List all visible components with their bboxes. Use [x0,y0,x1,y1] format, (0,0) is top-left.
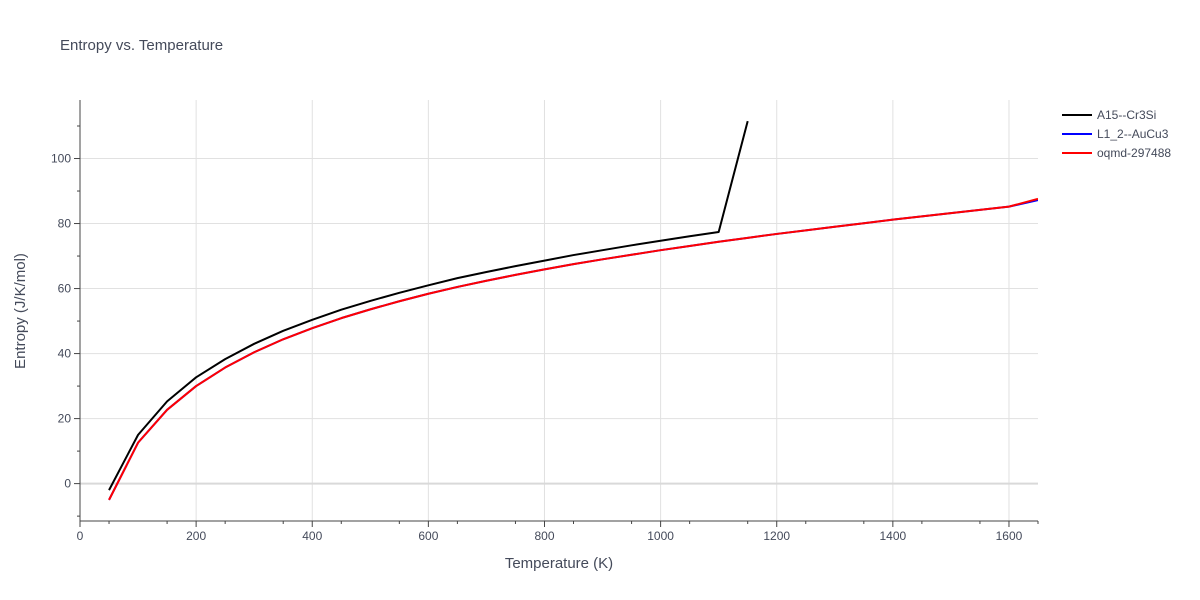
x-tick-label: 200 [186,529,206,543]
x-tick-label: 0 [77,529,84,543]
y-axis-title: Entropy (J/K/mol) [12,253,29,369]
legend-item[interactable]: A15--Cr3Si [1062,108,1156,122]
series-line-oqmd-297488 [108,197,1038,501]
y-tick-label: 60 [58,282,72,296]
x-tick-label: 400 [302,529,322,543]
y-tick-label: 80 [58,217,72,231]
legend-item[interactable]: oqmd-297488 [1062,146,1171,160]
y-tick-label: 0 [64,477,71,491]
series-layer [108,120,1038,501]
y-tick-label: 20 [58,412,72,426]
x-tick-label: 1600 [996,529,1023,543]
axes: 0 200 400 600 800 1000 1200 1400 1600 0 20 40 60 80 10… [51,100,1039,543]
x-tick-label: 1000 [647,529,674,543]
x-tick-label: 800 [534,529,554,543]
legend-label: A15--Cr3Si [1097,108,1156,122]
legend-label: oqmd-297488 [1097,146,1171,160]
series-line-l1-2-aucu3 [108,199,1038,501]
x-tick-label: 600 [418,529,438,543]
grid [80,100,1038,521]
y-tick-label: 40 [58,347,72,361]
legend-label: L1_2--AuCu3 [1097,127,1169,141]
legend-item[interactable]: L1_2--AuCu3 [1062,127,1169,141]
x-axis-title: Temperature (K) [505,555,613,572]
y-tick-label: 100 [51,152,71,166]
x-tick-label: 1400 [879,529,906,543]
plot-area [108,120,1038,501]
chart-title: Entropy vs. Temperature [60,37,223,54]
series-line-a15-cr3si [108,120,749,491]
x-tick-label: 1200 [763,529,790,543]
legend[interactable]: A15--Cr3Si L1_2--AuCu3 oqmd-297488 [1062,108,1171,160]
